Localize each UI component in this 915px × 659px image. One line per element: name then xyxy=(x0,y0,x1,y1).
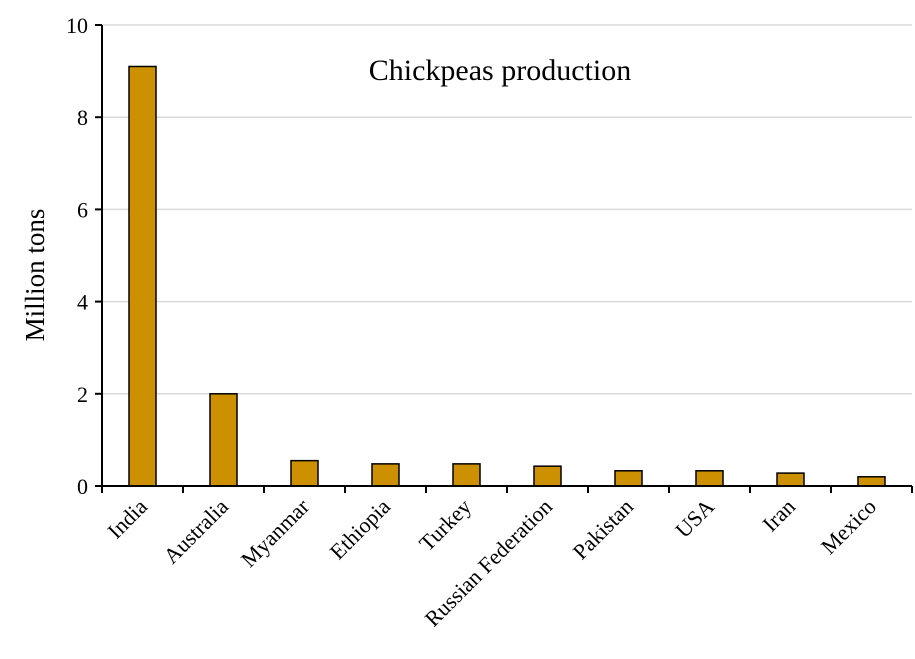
y-tick-label: 8 xyxy=(77,105,88,130)
category-label: Iran xyxy=(757,494,800,537)
category-label: Ethiopia xyxy=(325,494,396,565)
bars xyxy=(128,65,886,487)
bar-pakistan xyxy=(614,470,643,487)
y-tick-label: 2 xyxy=(77,382,88,407)
gridlines xyxy=(102,24,912,395)
y-tick-label: 10 xyxy=(66,13,88,38)
y-tick-label: 6 xyxy=(77,197,88,222)
y-tick-labels: 0 2 4 6 8 10 xyxy=(66,13,88,499)
bar-myanmar xyxy=(290,459,319,487)
y-tick-label: 4 xyxy=(77,290,88,315)
bar-iran xyxy=(776,472,805,487)
bar-mexico xyxy=(857,476,886,487)
category-label: India xyxy=(102,494,152,544)
bar-india xyxy=(128,65,157,487)
bar-usa xyxy=(695,470,724,487)
y-tick-label: 0 xyxy=(77,474,88,499)
category-label: USA xyxy=(670,494,719,543)
bar-ethiopia xyxy=(371,463,400,487)
bar-turkey xyxy=(452,463,481,487)
category-label: Australia xyxy=(158,494,233,569)
y-axis-title: Million tons xyxy=(20,209,50,342)
category-label: Turkey xyxy=(414,494,476,556)
category-label: Mexico xyxy=(816,494,881,559)
axes xyxy=(95,24,913,493)
category-label: Myanmar xyxy=(236,493,315,572)
x-category-labels: India Australia Myanmar Ethiopia TurkeyRussi… xyxy=(102,493,881,631)
category-label: Pakistan xyxy=(568,494,638,564)
bar-russian-federation xyxy=(533,465,562,487)
bar-australia xyxy=(209,393,238,487)
chart-title: Chickpeas production xyxy=(369,54,631,87)
